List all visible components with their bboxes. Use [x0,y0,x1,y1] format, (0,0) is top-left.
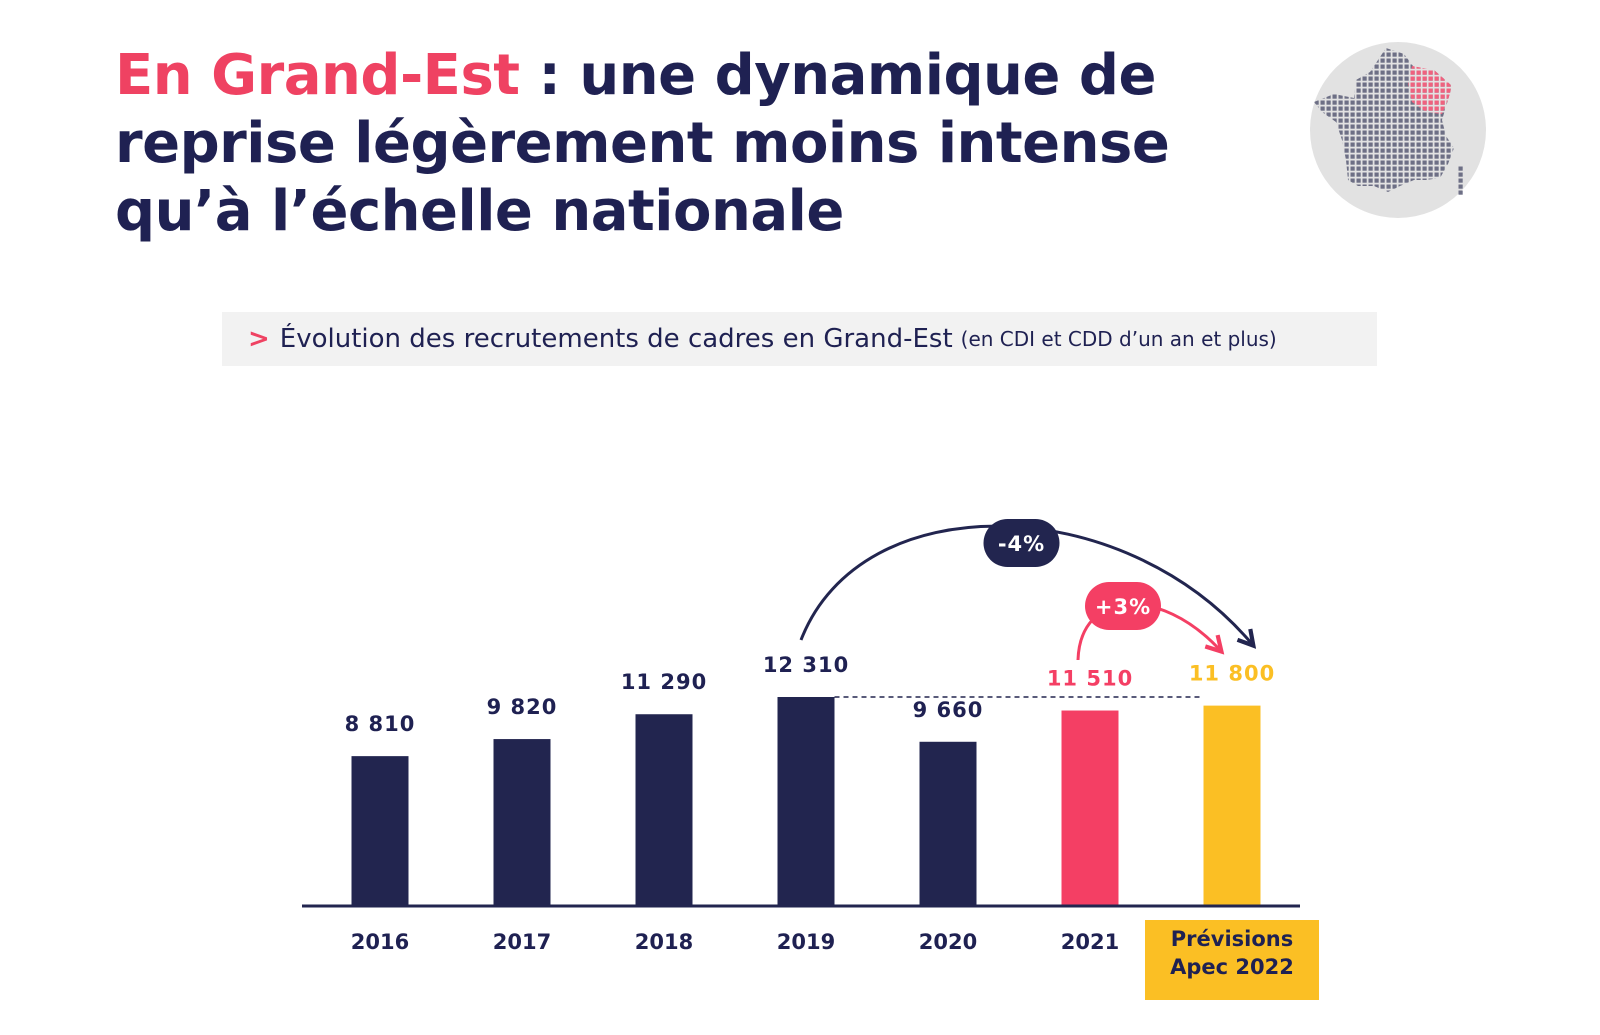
bar-2019 [777,697,835,905]
x-tick-label: 2020 [919,930,977,954]
data-label: 12 310 [763,653,849,677]
badge-plus-3-label: +3% [1095,595,1151,619]
chevron-right-icon: > [248,324,270,354]
title-accent: En Grand-Est [115,43,520,108]
data-label: 8 810 [345,712,416,736]
x-tick-label: Prévisions Apec 2022 [1170,927,1294,979]
bar-2021 [1061,710,1119,905]
x-tick-label: 2017 [493,930,551,954]
bar-2018 [635,714,693,905]
bar-2017 [493,739,551,905]
chart-subtitle: Évolution des recrutements de cadres en … [279,324,953,354]
data-label: 9 820 [487,695,558,719]
x-tick-label: 2019 [777,930,835,954]
bar-2020 [919,741,977,905]
badge-plus-3 [1085,582,1161,630]
bar-prévisions-apec-2022 [1203,705,1261,905]
data-label: 11 800 [1189,662,1275,686]
badge-minus-4 [983,519,1060,567]
data-label: 9 660 [913,698,984,722]
x-tick-label: 2016 [351,930,409,954]
forecast-label-highlight [1145,920,1319,1000]
data-label: 11 510 [1047,667,1133,691]
x-tick-label: 2021 [1061,930,1119,954]
france-map-icon [1308,40,1488,225]
data-label: 11 290 [621,670,707,694]
badge-minus-4-label: -4% [998,532,1045,556]
page-title: En Grand-Est : une dynamique de reprise … [115,42,1235,246]
bar-2016 [351,756,409,905]
chart-subtitle-bar: > Évolution des recrutements de cadres e… [222,312,1377,366]
x-tick-label: 2018 [635,930,693,954]
chart-subtitle-note: (en CDI et CDD d’un an et plus) [960,327,1277,351]
title-rest: : une dynamique de reprise légèrement mo… [115,43,1170,244]
